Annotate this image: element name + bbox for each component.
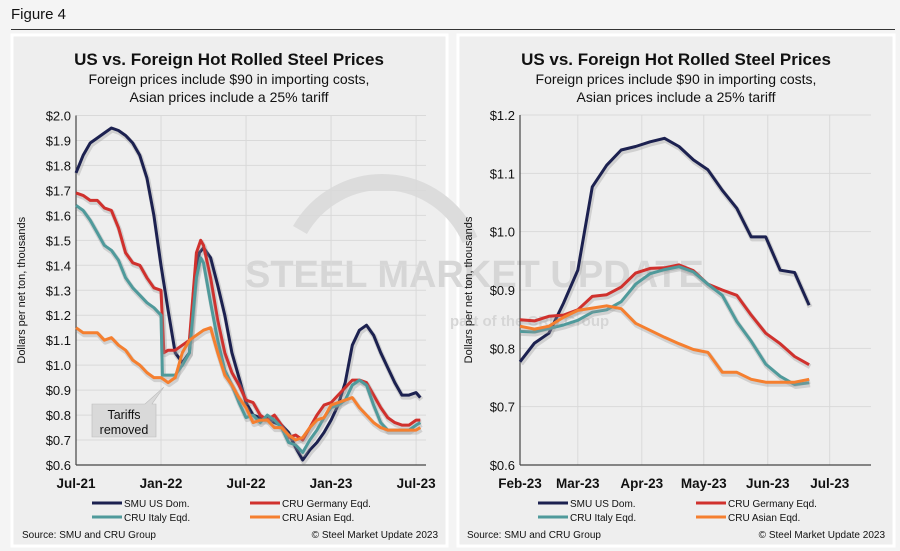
y-axis-label: Dollars per net ton, thousands bbox=[463, 216, 475, 363]
copyright-note: © Steel Market Update 2023 bbox=[312, 530, 439, 541]
series-line-germany bbox=[519, 263, 810, 367]
legend-label-italy: CRU Italy Eqd. bbox=[124, 513, 190, 524]
x-tick-label: Jul-22 bbox=[227, 476, 266, 491]
annotation-callout bbox=[91, 386, 165, 438]
y-tick-label: $2.0 bbox=[46, 109, 71, 124]
figure-label: Figure 4 bbox=[11, 6, 67, 23]
y-tick-label: $0.7 bbox=[46, 433, 71, 448]
legend-label-asian: CRU Asian Eqd. bbox=[728, 513, 800, 524]
x-tick-label: Jul-21 bbox=[56, 476, 96, 491]
chart-subtitle-line-1: Foreign prices include $90 in importing … bbox=[89, 71, 370, 87]
y-tick-label: $0.9 bbox=[46, 383, 71, 398]
left-chart: US vs. Foreign Hot Rolled Steel Prices Fo… bbox=[16, 50, 438, 541]
legend-label-italy: CRU Italy Eqd. bbox=[570, 513, 636, 524]
legend-label-germany: CRU Germany Eqd. bbox=[282, 499, 371, 510]
copyright-note: © Steel Market Update 2023 bbox=[759, 530, 886, 541]
y-tick-label: $1.3 bbox=[46, 283, 71, 298]
y-tick-label: $1.5 bbox=[46, 233, 71, 248]
series-line-smu bbox=[74, 126, 422, 462]
series-line-smu bbox=[518, 136, 811, 363]
y-tick-label: $1.9 bbox=[46, 133, 71, 148]
y-axis-label: Dollars per net ton, thousands bbox=[16, 216, 28, 363]
watermark-text: STEEL MARKET UPDATE bbox=[245, 254, 704, 296]
right-chart: US vs. Foreign Hot Rolled Steel Prices Fo… bbox=[463, 50, 885, 541]
source-note: Source: SMU and CRU Group bbox=[467, 530, 601, 541]
x-tick-label: Mar-23 bbox=[556, 476, 600, 491]
legend-label-germany: CRU Germany Eqd. bbox=[728, 499, 817, 510]
series-line-italy bbox=[75, 204, 422, 454]
y-tick-label: $0.6 bbox=[490, 458, 515, 473]
y-tick-label: $0.9 bbox=[490, 283, 515, 298]
legend-label-asian: CRU Asian Eqd. bbox=[282, 513, 354, 524]
title-rule bbox=[11, 29, 895, 30]
legend-label-smu: SMU US Dom. bbox=[124, 499, 190, 510]
x-tick-label: Jul-23 bbox=[810, 476, 850, 491]
x-tick-label: Jul-23 bbox=[397, 476, 437, 491]
x-tick-label: Jun-23 bbox=[746, 476, 790, 491]
chart-title: US vs. Foreign Hot Rolled Steel Prices bbox=[521, 50, 831, 69]
y-tick-label: $1.1 bbox=[490, 166, 515, 181]
annotation-text-line-1: Tariffs bbox=[107, 408, 140, 422]
y-tick-label: $1.8 bbox=[46, 158, 71, 173]
chart-subtitle-line-2: Asian prices include a 25% tariff bbox=[130, 89, 329, 105]
y-tick-label: $0.8 bbox=[490, 341, 515, 356]
y-tick-label: $1.1 bbox=[46, 333, 71, 348]
y-tick-label: $0.8 bbox=[46, 408, 71, 423]
chart-subtitle-line-2: Asian prices include a 25% tariff bbox=[577, 89, 776, 105]
y-tick-label: $1.0 bbox=[46, 358, 71, 373]
x-tick-label: May-23 bbox=[681, 476, 727, 491]
y-tick-label: $0.6 bbox=[46, 458, 71, 473]
x-tick-label: Feb-23 bbox=[498, 476, 542, 491]
legend-label-smu: SMU US Dom. bbox=[570, 499, 636, 510]
y-tick-label: $1.6 bbox=[46, 208, 71, 223]
y-tick-label: $1.2 bbox=[46, 308, 71, 323]
series-line-asian bbox=[75, 326, 422, 442]
y-tick-label: $1.7 bbox=[46, 183, 71, 198]
x-tick-label: Jan-23 bbox=[310, 476, 353, 491]
series-line-italy bbox=[519, 265, 810, 386]
chart-title: US vs. Foreign Hot Rolled Steel Prices bbox=[74, 50, 384, 69]
watermark-logo: STEEL MARKET UPDATE part of the CRU Grou… bbox=[245, 174, 704, 330]
series-line-asian bbox=[519, 304, 810, 384]
x-tick-label: Apr-23 bbox=[620, 476, 663, 491]
y-tick-label: $1.0 bbox=[490, 225, 515, 240]
x-tick-label: Jan-22 bbox=[140, 476, 183, 491]
y-tick-label: $1.4 bbox=[46, 258, 71, 273]
chart-subtitle-line-1: Foreign prices include $90 in importing … bbox=[536, 71, 817, 87]
y-tick-label: $0.7 bbox=[490, 400, 515, 415]
source-note: Source: SMU and CRU Group bbox=[22, 530, 156, 541]
y-tick-label: $1.2 bbox=[490, 108, 515, 123]
annotation-text-line-2: removed bbox=[100, 423, 149, 437]
